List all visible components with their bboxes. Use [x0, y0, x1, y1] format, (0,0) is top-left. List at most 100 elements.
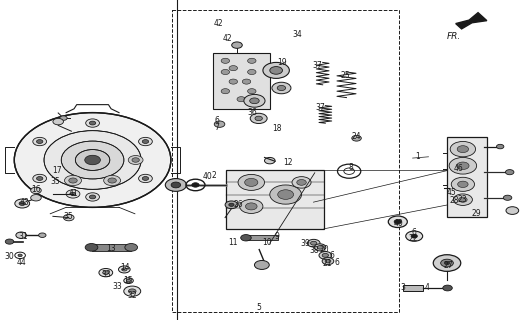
Circle shape	[103, 271, 109, 275]
Circle shape	[244, 179, 258, 186]
Circle shape	[126, 279, 131, 282]
Text: 2: 2	[212, 171, 216, 180]
Circle shape	[237, 97, 245, 102]
Text: 43: 43	[20, 198, 29, 207]
Circle shape	[165, 179, 187, 191]
Circle shape	[411, 234, 417, 238]
Circle shape	[242, 79, 251, 84]
Circle shape	[457, 146, 469, 153]
Circle shape	[453, 194, 472, 205]
Circle shape	[229, 203, 234, 206]
Text: 37: 37	[316, 103, 325, 112]
Text: 42: 42	[214, 19, 223, 28]
Text: 45: 45	[447, 188, 457, 196]
Circle shape	[248, 58, 256, 63]
Circle shape	[441, 259, 453, 267]
Circle shape	[225, 201, 238, 209]
Circle shape	[388, 216, 407, 228]
Circle shape	[504, 195, 512, 200]
Circle shape	[125, 244, 138, 251]
Circle shape	[248, 89, 256, 94]
Circle shape	[221, 89, 230, 94]
Circle shape	[142, 177, 149, 180]
Text: 40: 40	[394, 219, 403, 228]
Circle shape	[19, 202, 25, 205]
Circle shape	[44, 131, 141, 189]
Circle shape	[33, 137, 47, 146]
Circle shape	[244, 94, 265, 107]
Circle shape	[451, 177, 475, 191]
Circle shape	[457, 162, 469, 170]
Circle shape	[33, 174, 47, 183]
Circle shape	[70, 192, 76, 196]
Text: 7: 7	[214, 123, 220, 132]
Text: 23: 23	[457, 195, 467, 204]
Text: 1: 1	[416, 152, 420, 161]
Circle shape	[214, 121, 225, 127]
Text: 6: 6	[214, 116, 220, 125]
Circle shape	[433, 255, 461, 271]
Circle shape	[39, 233, 46, 237]
Text: 10: 10	[262, 238, 271, 247]
Text: 37: 37	[313, 61, 322, 70]
Circle shape	[240, 199, 263, 213]
Text: 6: 6	[334, 258, 339, 267]
Circle shape	[124, 278, 133, 284]
Bar	[172, 10, 399, 312]
Text: 19: 19	[278, 58, 287, 67]
Text: 15: 15	[123, 276, 133, 285]
Text: 17: 17	[52, 166, 62, 175]
Circle shape	[37, 177, 43, 180]
Circle shape	[132, 158, 139, 162]
Circle shape	[37, 140, 43, 143]
Text: 28: 28	[449, 196, 459, 205]
Text: 18: 18	[272, 124, 282, 133]
Text: 25: 25	[341, 71, 350, 80]
Text: 38: 38	[309, 246, 319, 255]
Circle shape	[254, 260, 269, 269]
Bar	[226, 170, 324, 229]
Circle shape	[245, 203, 257, 210]
Circle shape	[221, 58, 230, 63]
Text: 44: 44	[16, 258, 26, 267]
Text: 12: 12	[284, 158, 293, 167]
Bar	[213, 53, 270, 109]
Circle shape	[108, 178, 116, 183]
Circle shape	[506, 207, 518, 214]
Circle shape	[18, 254, 22, 257]
Circle shape	[264, 157, 275, 164]
Circle shape	[86, 119, 99, 127]
Circle shape	[444, 261, 450, 265]
Circle shape	[394, 220, 402, 224]
Text: 46: 46	[453, 164, 463, 173]
Circle shape	[86, 193, 99, 201]
Circle shape	[297, 180, 306, 185]
Text: 9: 9	[275, 232, 280, 241]
Bar	[448, 137, 487, 217]
Circle shape	[250, 98, 259, 104]
Circle shape	[139, 174, 152, 183]
Circle shape	[506, 170, 514, 175]
Circle shape	[248, 69, 256, 75]
Text: 20: 20	[320, 245, 330, 254]
Text: 41: 41	[68, 189, 78, 198]
Circle shape	[171, 182, 181, 188]
Circle shape	[250, 113, 267, 124]
Circle shape	[85, 155, 101, 165]
Circle shape	[89, 195, 96, 199]
Text: 32: 32	[127, 291, 137, 300]
Circle shape	[352, 135, 361, 141]
Circle shape	[311, 241, 317, 245]
Circle shape	[124, 286, 141, 296]
Polygon shape	[455, 13, 487, 29]
Circle shape	[129, 289, 136, 293]
Circle shape	[459, 197, 467, 202]
Circle shape	[322, 253, 329, 257]
Text: 13: 13	[106, 244, 116, 253]
Circle shape	[16, 232, 26, 238]
Bar	[92, 244, 131, 251]
Text: 35: 35	[64, 212, 74, 221]
Text: 35: 35	[51, 177, 60, 186]
Circle shape	[317, 246, 323, 249]
Text: 42: 42	[223, 34, 232, 43]
